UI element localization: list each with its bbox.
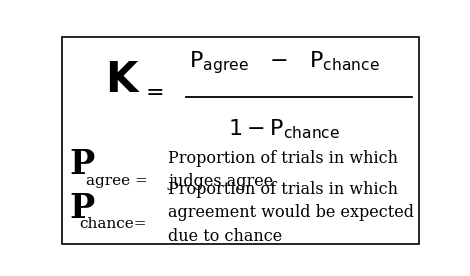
Text: $\mathbf{K}$: $\mathbf{K}$: [105, 59, 141, 101]
Text: P: P: [70, 192, 95, 225]
Text: P: P: [70, 148, 95, 181]
Text: Proportion of trials in which
agreement would be expected
due to chance: Proportion of trials in which agreement …: [168, 181, 414, 245]
Text: $1 - \mathrm{P}_{\mathrm{chance}}$: $1 - \mathrm{P}_{\mathrm{chance}}$: [228, 117, 341, 140]
Text: $\mathrm{P}_{\mathrm{agree}}$   $-$   $\mathrm{P}_{\mathrm{chance}}$: $\mathrm{P}_{\mathrm{agree}}$ $-$ $\math…: [189, 49, 380, 76]
Text: =: =: [146, 82, 164, 104]
Text: agree =: agree =: [86, 174, 148, 188]
Text: Proportion of trials in which
judges agree: Proportion of trials in which judges agr…: [168, 150, 398, 190]
FancyBboxPatch shape: [63, 37, 419, 243]
Text: chance=: chance=: [79, 217, 146, 231]
